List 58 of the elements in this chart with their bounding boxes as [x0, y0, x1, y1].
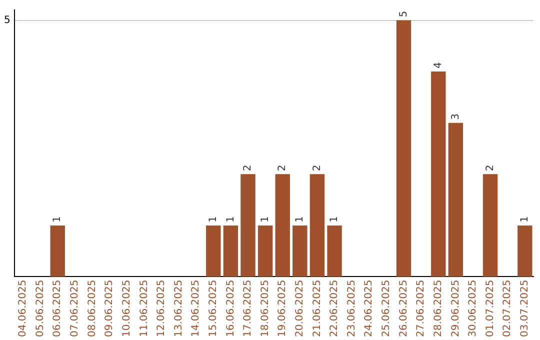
x-tick-label: 15.06.2025: [208, 280, 219, 338]
data-label: 3: [450, 113, 462, 120]
bar: [240, 174, 256, 277]
data-label: 2: [277, 164, 288, 172]
x-tick-label: 08.06.2025: [86, 280, 98, 338]
bar: [310, 174, 325, 277]
data-label: 1: [260, 216, 271, 222]
bar: [258, 225, 273, 277]
x-tick-label: 29.06.2025: [450, 280, 462, 338]
bar: [50, 225, 65, 277]
data-label: 1: [519, 216, 530, 222]
x-tick-label: 05.06.2025: [34, 280, 46, 338]
x-tick-label: 27.06.2025: [416, 280, 427, 338]
x-tick-label: 09.06.2025: [104, 280, 116, 338]
x-tick-label: 28.06.2025: [432, 280, 444, 338]
x-tick-label: 22.06.2025: [329, 280, 340, 338]
bar: [482, 174, 498, 277]
bar: [275, 174, 290, 277]
data-label: 2: [312, 164, 323, 172]
x-tick-label: 06.06.2025: [52, 280, 64, 338]
bar: [448, 122, 464, 277]
data-label: 1: [225, 216, 236, 222]
x-tick-label: 18.06.2025: [260, 280, 271, 338]
x-tick-label: 19.06.2025: [277, 280, 288, 338]
data-label: 4: [432, 62, 444, 69]
bar: [206, 225, 221, 277]
bar: [223, 225, 238, 277]
data-label: 2: [484, 164, 496, 172]
data-label: 1: [52, 216, 64, 222]
x-tick-label: 26.06.2025: [398, 280, 410, 338]
x-tick-label: 30.06.2025: [468, 280, 479, 338]
bar: [396, 20, 412, 277]
data-label: 2: [242, 164, 254, 172]
x-tick-label: 21.06.2025: [312, 280, 323, 338]
x-tick-label: 02.07.2025: [502, 280, 514, 338]
data-label: 5: [398, 10, 410, 18]
bar: [431, 72, 446, 277]
x-tick-label: 20.06.2025: [294, 280, 306, 338]
data-label: 1: [329, 216, 340, 222]
x-tick-label: 25.06.2025: [381, 280, 392, 338]
bar: [518, 225, 532, 277]
x-tick-label: 14.06.2025: [190, 280, 202, 338]
x-tick-label: 13.06.2025: [173, 280, 184, 338]
x-tick-label: 16.06.2025: [225, 280, 236, 338]
bar: [292, 225, 308, 277]
x-tick-label: 07.06.2025: [70, 280, 81, 338]
x-tick-label: 24.06.2025: [364, 280, 375, 338]
data-label: 1: [294, 216, 306, 222]
x-tick-label: 01.07.2025: [484, 280, 496, 338]
x-tick-label: 03.07.2025: [519, 280, 530, 338]
x-tick-label: 04.06.2025: [18, 280, 29, 338]
data-label: 1: [208, 216, 219, 222]
x-tick-label: 17.06.2025: [242, 280, 254, 338]
bar: [327, 225, 342, 277]
x-tick-label: 12.06.2025: [156, 280, 168, 338]
x-tick-label: 11.06.2025: [138, 280, 150, 338]
x-tick-label: 10.06.2025: [121, 280, 132, 338]
x-tick-label: 23.06.2025: [346, 280, 358, 338]
